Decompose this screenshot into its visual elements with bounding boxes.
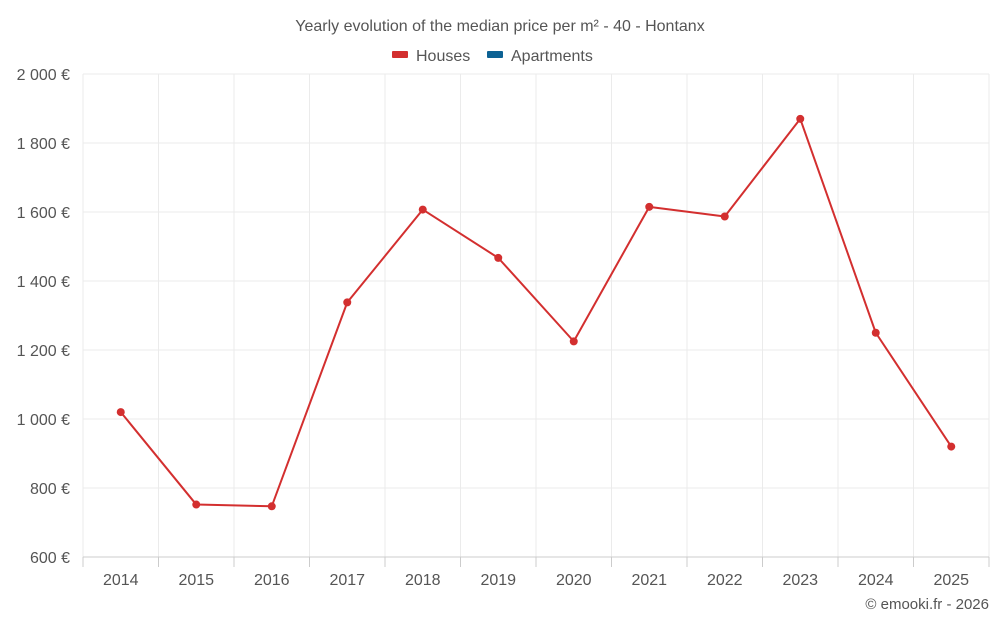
data-point[interactable] (569, 337, 578, 346)
y-tick-label: 800 € (30, 481, 70, 498)
y-tick-label: 1 200 € (17, 343, 70, 360)
x-tick-label: 2015 (178, 572, 214, 589)
x-tick-label: 2016 (254, 572, 290, 589)
legend-label-houses: Houses (416, 48, 470, 65)
y-tick-label: 600 € (30, 550, 70, 567)
y-tick-label: 1 000 € (17, 412, 70, 429)
x-tick-label: 2021 (631, 572, 667, 589)
x-tick-label: 2024 (858, 572, 894, 589)
credit-text: © emooki.fr - 2026 (865, 596, 989, 613)
data-point[interactable] (871, 328, 880, 337)
legend-swatch-houses (392, 51, 408, 58)
y-tick-label: 2 000 € (17, 67, 70, 84)
axes: 600 € 800 € 1 000 € 1 200 € 1 400 € 1 600 € 1 … (17, 67, 990, 589)
x-tick-label: 2023 (782, 572, 818, 589)
x-tick-label: 2019 (480, 572, 516, 589)
x-tick-label: 2017 (329, 572, 365, 589)
data-point[interactable] (796, 114, 805, 123)
data-point[interactable] (645, 202, 654, 211)
legend-item-apartments[interactable]: Apartments (487, 48, 593, 65)
data-point[interactable] (343, 298, 352, 307)
legend-swatch-apartments (487, 51, 503, 58)
x-tick-label: 2022 (707, 572, 743, 589)
data-point[interactable] (494, 253, 503, 262)
grid (82, 73, 990, 557)
data-point[interactable] (192, 500, 201, 509)
x-tick-label: 2014 (103, 572, 139, 589)
data-point[interactable] (720, 212, 729, 221)
legend-label-apartments: Apartments (511, 48, 593, 65)
x-tick-label: 2018 (405, 572, 441, 589)
data-point[interactable] (418, 205, 427, 214)
y-tick-label: 1 400 € (17, 274, 70, 291)
series-line-houses (119, 117, 953, 508)
data-point[interactable] (947, 442, 956, 451)
y-tick-label: 1 800 € (17, 136, 70, 153)
series-houses (116, 114, 956, 511)
x-tick-label: 2020 (556, 572, 592, 589)
legend-item-houses[interactable]: Houses (392, 48, 470, 65)
legend: Houses Apartments (392, 48, 593, 65)
data-point[interactable] (116, 408, 125, 417)
data-point[interactable] (267, 502, 276, 511)
x-tick-label: 2025 (933, 572, 969, 589)
chart-title: Yearly evolution of the median price per… (295, 18, 704, 35)
y-tick-label: 1 600 € (17, 205, 70, 222)
